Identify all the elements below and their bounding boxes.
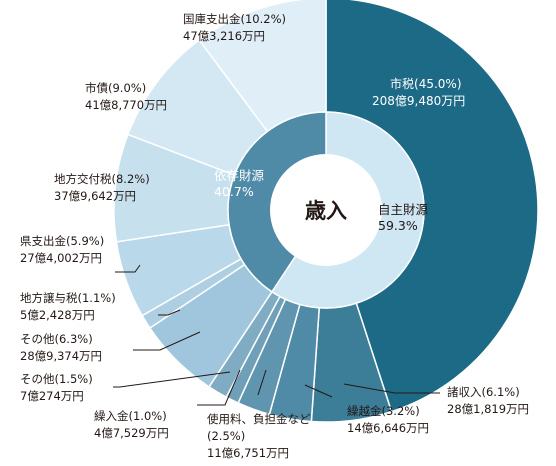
outer-labels: 市税(45.0%) 208億9,480万円 諸収入(6.1%) 28億1,819… xyxy=(20,12,529,460)
label-sonota-6-name: その他(6.3%) xyxy=(20,332,93,346)
chart-title: 歳入 xyxy=(305,199,347,223)
label-koufuzei-amount: 37億9,642万円 xyxy=(54,189,136,203)
label-sonota-1-amount: 7億274万円 xyxy=(20,389,84,403)
leader-line-sonota-1 xyxy=(113,371,231,388)
label-jouyozei-amount: 5億2,428万円 xyxy=(20,308,95,322)
leader-line-kenshishutsu xyxy=(115,264,141,273)
label-kurireikin-name: 繰入金(1.0%) xyxy=(94,409,167,423)
label-kenshishutsu-amount: 27億4,002万円 xyxy=(20,251,102,265)
label-kokko-name: 国庫支出金(10.2%) xyxy=(183,12,286,26)
leader-line-shoshunyu xyxy=(343,383,440,394)
label-shiyoryo-pct: (2.5%) xyxy=(207,429,245,443)
label-shizei-name: 市税(45.0%) xyxy=(390,76,462,91)
leader-line-jouyozei xyxy=(158,309,181,316)
label-kokko-amount: 47億3,216万円 xyxy=(183,29,265,43)
label-shoshunyu-amount: 28億1,819万円 xyxy=(447,402,529,416)
label-shoshunyu-name: 諸収入(6.1%) xyxy=(447,385,520,399)
label-kenshishutsu-name: 県支出金(5.9%) xyxy=(20,234,104,248)
outer-ring xyxy=(113,0,539,423)
leader-line-shiyoryo xyxy=(257,369,267,396)
label-shizei-amount: 208億9,480万円 xyxy=(372,94,465,108)
inner-label-dependent-revenue-pct: 40.7% xyxy=(214,184,254,199)
label-shisai-name: 市債(9.0%) xyxy=(85,81,146,95)
inner-label-own-revenue: 自主財源 xyxy=(378,202,429,217)
label-shisai-amount: 41億8,770万円 xyxy=(85,98,167,112)
inner-label-dependent-revenue: 依存財源 xyxy=(214,168,265,183)
label-kurikoshi-name: 繰越金(3.2%) xyxy=(347,404,420,418)
inner-label-own-revenue-pct: 59.3% xyxy=(378,218,418,233)
label-sonota-1-name: その他(1.5%) xyxy=(20,372,93,386)
label-jouyozei-name: 地方譲与税(1.1%) xyxy=(20,291,116,305)
label-sonota-6-amount: 28億9,374万円 xyxy=(20,349,102,363)
label-koufuzei-name: 地方交付税(8.2%) xyxy=(54,172,150,186)
label-shiyoryo-amount: 11億6,751万円 xyxy=(207,446,289,460)
leader-line-sonota-6 xyxy=(133,331,201,351)
leader-lines xyxy=(113,264,440,406)
center-hole xyxy=(270,154,382,266)
label-shiyoryo-name: 使用料、負担金など xyxy=(207,412,311,426)
label-kurikoshi-amount: 14億6,646万円 xyxy=(347,421,429,435)
label-kurireikin-amount: 4億7,529万円 xyxy=(94,426,169,440)
leader-line-kurireikin xyxy=(197,369,241,406)
leader-line-kurikoshi xyxy=(304,384,333,398)
